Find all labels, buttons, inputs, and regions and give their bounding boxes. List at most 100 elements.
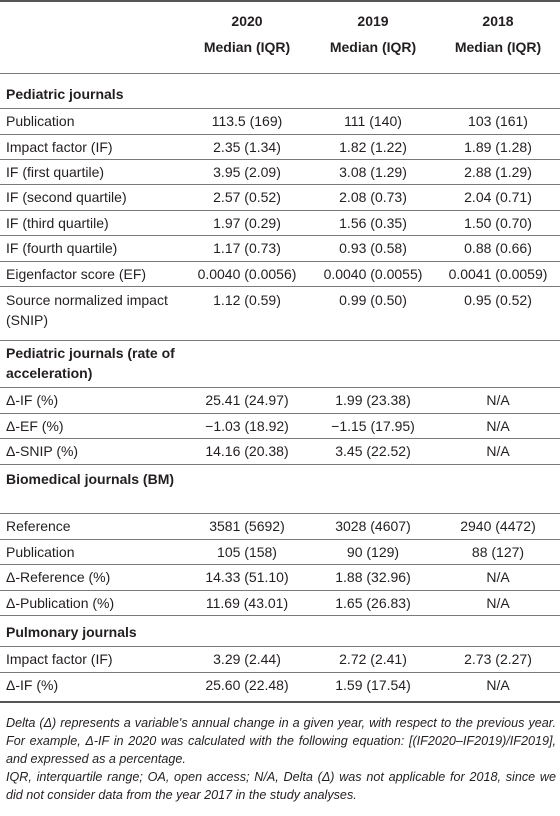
table-row: Impact factor (IF) 2.35 (1.34) 1.82 (1.2… xyxy=(0,134,560,159)
cell-2020: 11.69 (43.01) xyxy=(205,595,289,611)
row-label: Source normalized impact (SNIP) xyxy=(6,292,168,328)
column-year: 2020 xyxy=(231,13,263,29)
table-row: IF (second quartile) 2.57 (0.52) 2.08 (0… xyxy=(0,184,560,210)
cell-2020: 25.41 (24.97) xyxy=(205,392,289,408)
cell-2019: 1.65 (26.83) xyxy=(335,595,411,611)
cell-2019: 0.99 (0.50) xyxy=(339,292,407,308)
cell-2020: 1.97 (0.29) xyxy=(213,215,281,231)
cell-2018: N/A xyxy=(486,392,510,408)
cell-2020: 14.16 (20.38) xyxy=(205,443,289,459)
row-rule xyxy=(0,184,560,185)
cell-2018: 0.0041 (0.0059) xyxy=(448,266,548,282)
cell-2018: N/A xyxy=(486,418,510,434)
row-label: Impact factor (IF) xyxy=(6,651,113,667)
cell-2020: 3.29 (2.44) xyxy=(213,651,281,667)
table-row: Δ-IF (%) 25.60 (22.48) 1.59 (17.54) N/A xyxy=(0,672,560,700)
table-row: Publication 113.5 (169) 111 (140) 103 (1… xyxy=(0,108,560,134)
row-label: Reference xyxy=(6,518,71,534)
table-row: Impact factor (IF) 3.29 (2.44) 2.72 (2.4… xyxy=(0,646,560,672)
row-rule xyxy=(0,539,560,540)
table-row: IF (third quartile) 1.97 (0.29) 1.56 (0.… xyxy=(0,210,560,235)
section-title: Pediatric journals (rate of acceleration… xyxy=(6,345,175,381)
cell-2018: N/A xyxy=(486,677,510,693)
row-label: IF (second quartile) xyxy=(6,189,127,205)
table-bottom-rule xyxy=(0,701,560,703)
cell-2019: 0.0040 (0.0055) xyxy=(323,266,423,282)
column-stat: Median (IQR) xyxy=(203,39,291,55)
row-label: Eigenfactor score (EF) xyxy=(6,266,147,282)
row-rule xyxy=(0,261,560,262)
cell-2018: 103 (161) xyxy=(468,113,528,129)
cell-2020: 25.60 (22.48) xyxy=(205,677,289,693)
column-header-2019: 2019 Median (IQR) xyxy=(310,8,436,60)
row-label: IF (fourth quartile) xyxy=(6,240,118,256)
table-row: Δ-IF (%) 25.41 (24.97) 1.99 (23.38) N/A xyxy=(0,387,560,413)
cell-2018: 1.50 (0.70) xyxy=(464,215,532,231)
cell-2020: 2.57 (0.52) xyxy=(213,189,281,205)
row-rule xyxy=(0,235,560,236)
table-row: Eigenfactor score (EF) 0.0040 (0.0056) 0… xyxy=(0,261,560,286)
cell-2019: −1.15 (17.95) xyxy=(331,418,415,434)
column-stat: Median (IQR) xyxy=(454,39,542,55)
table-row: Δ-Reference (%) 14.33 (51.10) 1.88 (32.9… xyxy=(0,564,560,590)
row-rule xyxy=(0,286,560,287)
section-title: Biomedical journals (BM) xyxy=(6,471,175,487)
cell-2018: 2.73 (2.27) xyxy=(464,651,532,667)
cell-2020: 0.0040 (0.0056) xyxy=(197,266,297,282)
cell-2020: 2.35 (1.34) xyxy=(213,139,281,155)
table-row: Δ-Publication (%) 11.69 (43.01) 1.65 (26… xyxy=(0,590,560,615)
table-footnote: Delta (Δ) represents a variable's annual… xyxy=(6,714,556,804)
cell-2020: 105 (158) xyxy=(217,544,277,560)
table-row: Reference 3581 (5692) 3028 (4607) 2940 (… xyxy=(0,513,560,539)
cell-2019: 111 (140) xyxy=(344,113,402,129)
cell-2019: 90 (129) xyxy=(346,544,400,560)
cell-2019: 3028 (4607) xyxy=(335,518,411,534)
row-rule xyxy=(0,672,560,673)
cell-2020: −1.03 (18.92) xyxy=(205,418,289,434)
cell-2019: 1.82 (1.22) xyxy=(339,139,407,155)
cell-2018: N/A xyxy=(486,443,510,459)
column-header-2020: 2020 Median (IQR) xyxy=(184,8,310,60)
row-rule xyxy=(0,438,560,439)
cell-2019: 1.88 (32.96) xyxy=(335,569,411,585)
cell-2019: 1.56 (0.35) xyxy=(339,215,407,231)
cell-2019: 1.99 (23.38) xyxy=(335,392,411,408)
row-rule xyxy=(0,159,560,160)
table-row: Δ-EF (%) −1.03 (18.92) −1.15 (17.95) N/A xyxy=(0,413,560,438)
row-rule xyxy=(0,464,560,465)
cell-2019: 3.45 (22.52) xyxy=(335,443,411,459)
row-rule xyxy=(0,564,560,565)
table-row: Source normalized impact (SNIP) 1.12 (0.… xyxy=(0,286,560,340)
cell-2018: N/A xyxy=(486,569,510,585)
section-title: Pulmonary journals xyxy=(6,624,137,640)
row-label: IF (first quartile) xyxy=(6,164,105,180)
cell-2020: 1.12 (0.59) xyxy=(213,292,281,308)
row-label: Publication xyxy=(6,113,75,129)
cell-2020: 1.17 (0.73) xyxy=(213,240,281,256)
cell-2020: 14.33 (51.10) xyxy=(205,569,289,585)
row-label: Publication xyxy=(6,544,75,560)
footnote-abbreviations: IQR, interquartile range; OA, open acces… xyxy=(6,770,556,802)
row-label: Δ-IF (%) xyxy=(6,392,59,408)
header-rule xyxy=(0,73,560,74)
table-row: Publication 105 (158) 90 (129) 88 (127) xyxy=(0,539,560,564)
cell-2020: 3.95 (2.09) xyxy=(213,164,281,180)
column-year: 2018 xyxy=(482,13,514,29)
row-rule xyxy=(0,615,560,616)
table-row: IF (fourth quartile) 1.17 (0.73) 0.93 (0… xyxy=(0,235,560,261)
cell-2020: 3581 (5692) xyxy=(209,518,285,534)
footnote-delta: Delta (Δ) represents a variable's annual… xyxy=(6,716,556,766)
row-rule xyxy=(0,210,560,211)
row-label: Δ-EF (%) xyxy=(6,418,64,434)
row-rule xyxy=(0,387,560,388)
row-label: IF (third quartile) xyxy=(6,215,109,231)
column-header-2018: 2018 Median (IQR) xyxy=(436,8,560,60)
cell-2018: 88 (127) xyxy=(471,544,525,560)
row-rule xyxy=(0,590,560,591)
cell-2019: 3.08 (1.29) xyxy=(339,164,407,180)
row-label: Δ-IF (%) xyxy=(6,677,59,693)
table-top-rule xyxy=(0,0,560,2)
table-row: Δ-SNIP (%) 14.16 (20.38) 3.45 (22.52) N/… xyxy=(0,438,560,464)
table-row: IF (first quartile) 3.95 (2.09) 3.08 (1.… xyxy=(0,159,560,184)
row-rule xyxy=(0,340,560,341)
